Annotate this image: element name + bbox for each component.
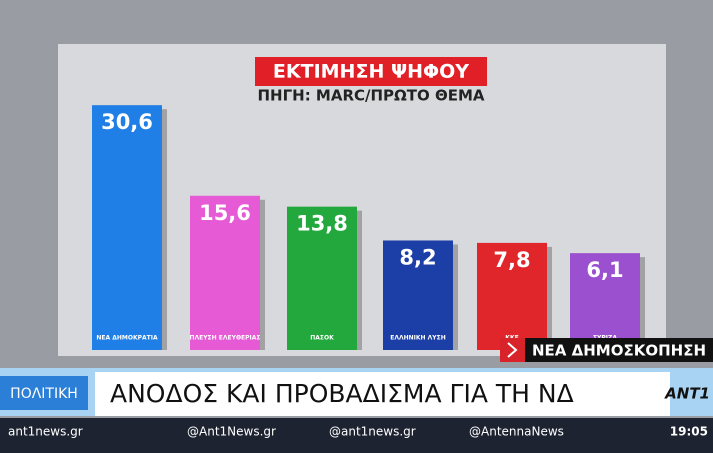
bar-side (547, 246, 552, 350)
headline-box (95, 372, 670, 416)
bar (287, 206, 357, 350)
chart-subtitle: ΠΗΓΗ: MARC/ΠΡΩΤΟ ΘΕΜΑ (257, 87, 484, 105)
bar-side (453, 244, 458, 350)
value-label: 7,8 (493, 248, 530, 272)
chart-title: ΕΚΤΙΜΗΣΗ ΨΗΦΟΥ (273, 61, 469, 83)
footer-bar (0, 418, 713, 453)
channel-logo: ANT1 (664, 385, 710, 403)
bar (477, 242, 547, 350)
bar (92, 105, 162, 351)
value-label: 13,8 (296, 212, 348, 236)
title-box (255, 57, 487, 86)
bar (190, 195, 260, 350)
tag-arrow-box (500, 338, 525, 362)
bar-side (357, 210, 362, 350)
section: ΠΟΛΙΤΙΚΗ (10, 386, 78, 402)
tag-arrow (507, 342, 518, 358)
footer-tiktok: @ant1news.gr (329, 425, 416, 439)
category-label: ΝΕΑ ΔΗΜΟΚΡΑΤΙΑ (96, 335, 158, 342)
value-label: 30,6 (101, 110, 153, 134)
section-box (0, 376, 88, 410)
category-label: ΕΛΛΗΝΙΚΗ ΛΥΣΗ (390, 335, 446, 342)
tag-box (525, 338, 713, 362)
footer-x: @AntennaNews (469, 425, 564, 439)
bar-side (260, 199, 265, 350)
value-label: 6,1 (586, 258, 623, 282)
footer-time: 19:05 (670, 425, 708, 439)
category-label: ΠΑΣΟΚ (310, 335, 334, 342)
value-label: 15,6 (199, 201, 251, 225)
bar (383, 240, 453, 350)
bar (570, 253, 640, 350)
footer-site: ant1news.gr (8, 425, 83, 439)
value-label: 8,2 (399, 245, 436, 269)
tag: ΝΕΑ ΔΗΜΟΣΚΟΠΗΣΗ (532, 342, 706, 360)
category-label: ΠΛΕΥΣΗ ΕΛΕΥΘΕΡΙΑΣ (189, 335, 260, 342)
bar-side (640, 257, 645, 350)
footer-facebook: @Ant1News.gr (187, 425, 276, 439)
headline: ΑΝΟΔΟΣ ΚΑΙ ΠΡΟΒΑΔΙΣΜΑ ΓΙΑ ΤΗ ΝΔ (110, 379, 574, 408)
bar-side (162, 109, 167, 351)
